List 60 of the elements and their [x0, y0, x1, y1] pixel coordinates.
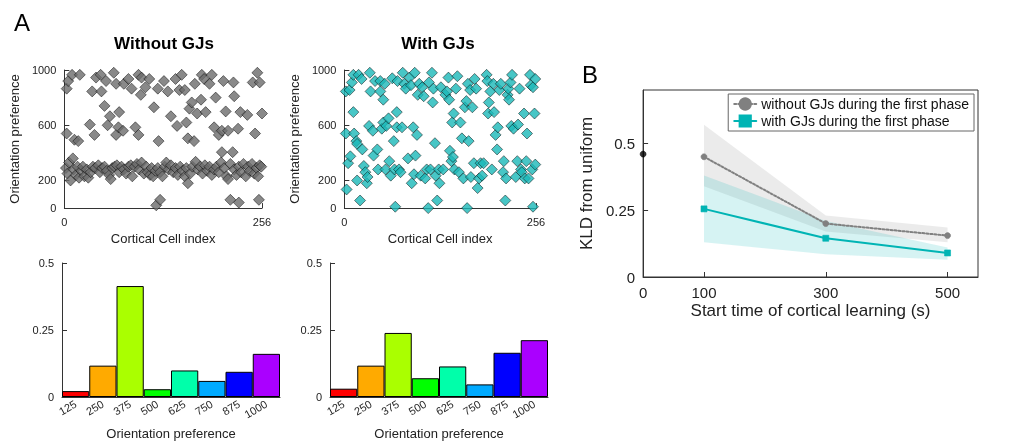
- x-tick-label: 500: [138, 397, 161, 418]
- y-tick-label: 0.5: [38, 257, 54, 269]
- y-tick-label: 0.5: [614, 134, 636, 152]
- x-tick-label: 125: [56, 397, 79, 418]
- x-tick-label: 500: [406, 397, 429, 418]
- y-axis-title: Orientation preference: [7, 74, 22, 204]
- y-tick-label: 0.25: [605, 201, 636, 219]
- x-tick-label: 1000: [510, 397, 538, 421]
- y-tick-label: 0: [626, 268, 636, 286]
- x-tick-label: 625: [433, 397, 456, 418]
- y-axis-title: Orientation preference: [287, 74, 302, 204]
- x-axis-title: Orientation preference: [374, 426, 504, 441]
- y-tick-label: 0.25: [32, 324, 54, 336]
- x-tick-label: 0: [638, 284, 648, 301]
- y-tick-label: 200: [318, 174, 337, 187]
- legend-label: with GJs during the first phase: [760, 113, 950, 129]
- y-tick-label: 200: [38, 174, 57, 187]
- y-tick-label: 600: [318, 119, 337, 132]
- x-tick-label: 125: [324, 397, 347, 418]
- y-tick-label: 1000: [311, 64, 337, 76]
- y-tick-label: 600: [38, 119, 57, 132]
- x-tick-label: 0: [341, 215, 348, 228]
- x-tick-label: 0: [61, 215, 68, 228]
- y-tick-label: 0: [50, 202, 57, 215]
- y-tick-label: 1000: [31, 64, 57, 76]
- x-axis-title: Cortical Cell index: [387, 231, 494, 246]
- y-tick-label: 0.5: [306, 257, 322, 269]
- point: [700, 205, 708, 213]
- x-tick-label: 300: [813, 284, 839, 301]
- point: [822, 234, 830, 242]
- x-tick-label: 100: [691, 284, 717, 301]
- x-axis-title: Orientation preference: [106, 426, 236, 441]
- chart-title: Without GJs: [114, 34, 214, 53]
- x-tick-label: 1000: [242, 397, 270, 421]
- y-tick-label: 0: [330, 202, 337, 215]
- y-axis-title: KLD from uniform: [577, 116, 596, 251]
- point: [639, 150, 647, 158]
- legend-label: without GJs during the first phase: [760, 96, 970, 112]
- point: [944, 232, 951, 239]
- x-tick-label: 750: [193, 397, 215, 418]
- x-tick-label: 250: [84, 397, 106, 418]
- x-axis-title: Cortical Cell index: [110, 231, 217, 246]
- x-tick-label: 875: [220, 397, 243, 418]
- x-tick-label: 250: [352, 397, 374, 418]
- x-tick-label: 500: [935, 284, 961, 301]
- point: [822, 220, 830, 227]
- y-tick-label: 0.25: [300, 324, 322, 336]
- x-tick-label: 256: [252, 215, 272, 228]
- x-tick-label: 750: [461, 397, 483, 418]
- point: [700, 153, 708, 161]
- x-tick-label: 256: [526, 215, 546, 228]
- x-tick-label: 875: [488, 397, 511, 418]
- x-tick-label: 625: [165, 397, 188, 418]
- x-tick-label: 375: [379, 397, 402, 418]
- text: B: [582, 60, 599, 88]
- point: [944, 249, 951, 257]
- x-axis-title: Start time of cortical learning (s): [690, 301, 931, 320]
- x-tick-label: 375: [111, 397, 134, 418]
- text: A: [14, 8, 31, 36]
- chart-title: With GJs: [401, 34, 475, 53]
